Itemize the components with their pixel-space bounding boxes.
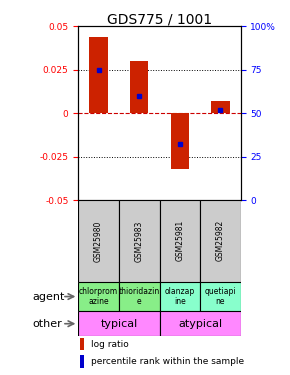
Text: GSM25980: GSM25980	[94, 220, 103, 261]
Text: olanzap
ine: olanzap ine	[165, 287, 195, 306]
Text: other: other	[33, 319, 63, 329]
Bar	[211, 101, 230, 113]
Bar	[200, 282, 241, 312]
Bar	[78, 312, 160, 336]
Bar	[80, 356, 84, 368]
Text: log ratio: log ratio	[91, 339, 129, 348]
Bar	[78, 200, 119, 282]
Bar	[119, 200, 160, 282]
Text: atypical: atypical	[178, 319, 222, 329]
Bar	[80, 338, 84, 350]
Title: GDS775 / 1001: GDS775 / 1001	[107, 12, 212, 26]
Bar	[130, 61, 148, 113]
Bar	[119, 282, 160, 312]
Bar	[160, 312, 241, 336]
Bar	[89, 37, 108, 113]
Text: percentile rank within the sample: percentile rank within the sample	[91, 357, 244, 366]
Bar	[78, 282, 119, 312]
Bar	[200, 200, 241, 282]
Text: GSM25982: GSM25982	[216, 220, 225, 261]
Text: chlorprom
azine: chlorprom azine	[79, 287, 118, 306]
Text: quetiapi
ne: quetiapi ne	[204, 287, 236, 306]
Text: GSM25983: GSM25983	[135, 220, 144, 261]
Bar	[171, 113, 189, 169]
Text: agent: agent	[33, 291, 65, 302]
Bar	[160, 282, 200, 312]
Text: GSM25981: GSM25981	[175, 220, 184, 261]
Bar	[160, 200, 200, 282]
Text: thioridazin
e: thioridazin e	[119, 287, 160, 306]
Text: typical: typical	[100, 319, 137, 329]
